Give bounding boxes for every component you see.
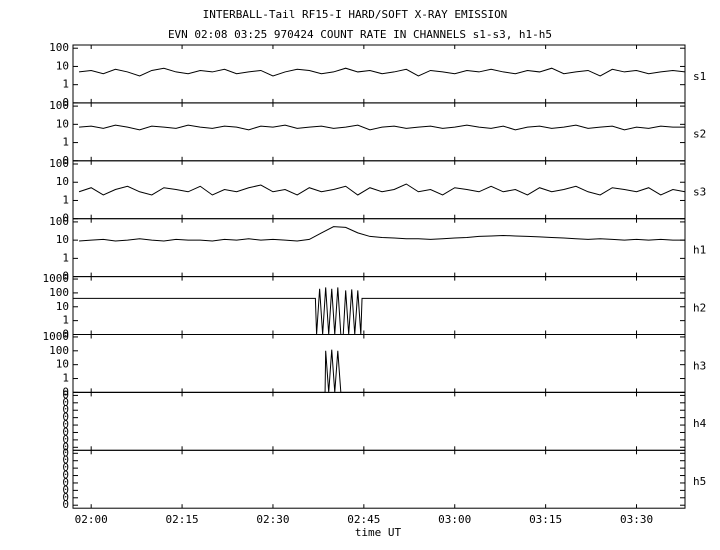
y-tick-label: 0	[62, 446, 69, 459]
y-tick-label: 100	[49, 99, 69, 112]
y-tick-label: 1000	[43, 330, 70, 343]
data-line	[79, 124, 685, 131]
x-tick-label: 03:30	[620, 513, 653, 526]
x-tick-label: 02:45	[347, 513, 380, 526]
y-tick-label: 0	[62, 328, 69, 341]
panel-label: h4	[693, 417, 707, 430]
panel-frame	[72, 449, 686, 509]
data-line	[79, 67, 686, 77]
y-tick-label: 0	[62, 270, 69, 283]
y-tick-label: 0	[62, 418, 69, 431]
y-tick-label: 0	[62, 469, 69, 482]
panel-label: h5	[693, 475, 706, 488]
y-tick-label: 100	[49, 286, 69, 299]
y-tick-label: 0	[62, 476, 69, 489]
y-tick-label: 0	[62, 154, 69, 167]
y-tick-label: 10	[56, 233, 69, 246]
x-tick-label: 02:15	[166, 513, 199, 526]
x-tick-label: 02:00	[75, 513, 108, 526]
y-tick-label: 10	[56, 300, 69, 313]
x-tick-label: 03:00	[438, 513, 471, 526]
y-tick-label: 100	[49, 157, 69, 170]
y-tick-label: 100	[49, 344, 69, 357]
y-tick-label: 0	[62, 411, 69, 424]
y-tick-label: 10	[56, 59, 69, 72]
data-line	[78, 183, 686, 196]
x-tick-label: 02:30	[256, 513, 289, 526]
panel-label: h2	[693, 301, 706, 314]
panel-label: s2	[693, 128, 706, 141]
y-tick-label: 0	[62, 433, 69, 446]
data-line	[79, 226, 685, 242]
y-tick-label: 100	[49, 41, 69, 54]
panel-label: h3	[693, 359, 706, 372]
y-tick-label: 1	[62, 251, 69, 264]
y-tick-label: 0	[62, 454, 69, 467]
y-tick-label: 1	[62, 78, 69, 91]
x-axis-label: time UT	[355, 526, 402, 539]
y-tick-label: 10	[56, 117, 69, 130]
y-tick-label: 0	[62, 385, 69, 398]
data-line	[73, 287, 685, 335]
y-tick-label: 0	[62, 212, 69, 225]
y-tick-label: 0	[62, 388, 69, 401]
x-tick-label: 03:15	[529, 513, 562, 526]
y-tick-label: 1000	[43, 272, 70, 285]
y-tick-label: 10	[56, 175, 69, 188]
y-tick-label: 10	[56, 358, 69, 371]
y-tick-label: 0	[62, 461, 69, 474]
panel-label: s1	[693, 70, 706, 83]
y-tick-label: 0	[62, 403, 69, 416]
y-tick-label: 0	[62, 440, 69, 453]
chart-title: INTERBALL-Tail RF15-I HARD/SOFT X-RAY EM…	[203, 8, 508, 21]
y-tick-label: 0	[62, 396, 69, 409]
y-tick-label: 1	[62, 314, 69, 327]
y-tick-label: 0	[62, 96, 69, 109]
y-tick-label: 0	[62, 491, 69, 504]
y-tick-label: 1	[62, 136, 69, 149]
y-tick-label: 0	[62, 425, 69, 438]
y-tick-label: 0	[62, 498, 69, 511]
y-tick-label: 1	[62, 372, 69, 385]
y-tick-label: 1	[62, 193, 69, 206]
panel-label: s3	[693, 186, 706, 199]
y-tick-label: 100	[49, 215, 69, 228]
panel-label: h1	[693, 244, 706, 257]
chart-subtitle: EVN 02:08 03:25 970424 COUNT RATE IN CHA…	[168, 28, 552, 41]
y-tick-label: 0	[62, 483, 69, 496]
